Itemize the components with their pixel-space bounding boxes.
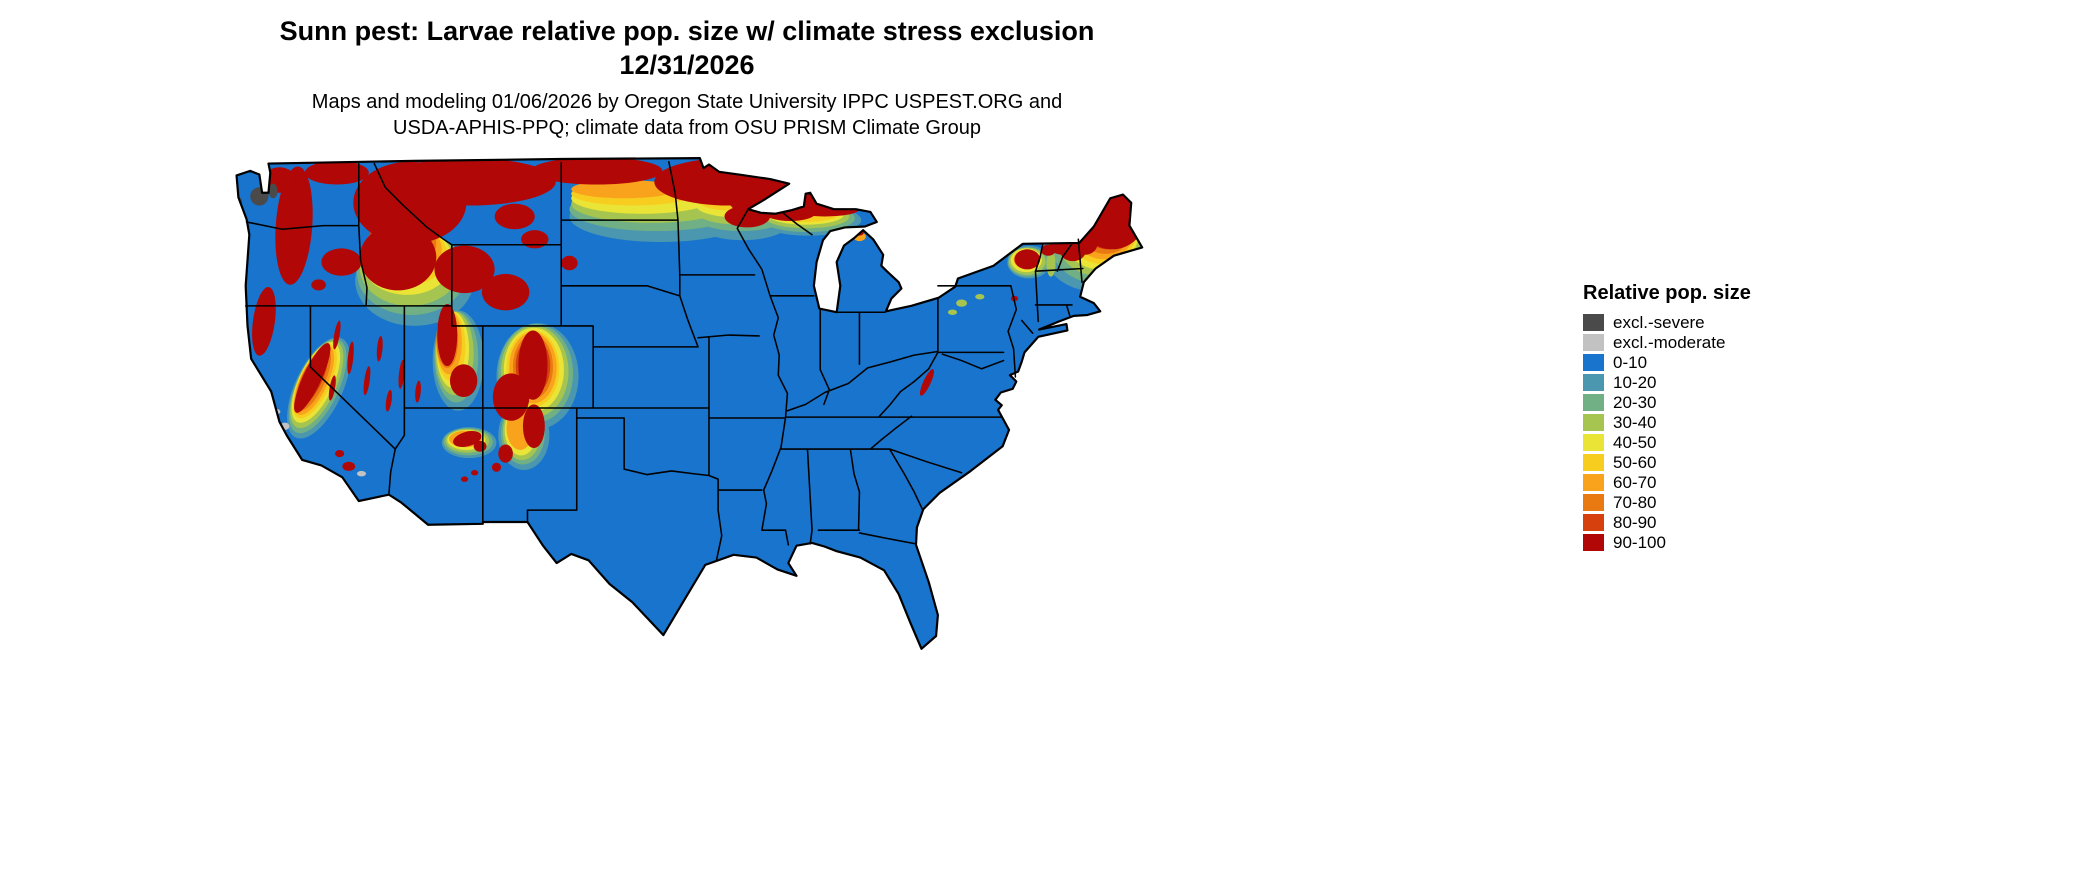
legend-label: 0-10 [1613,353,1648,372]
legend-label: 80-90 [1613,513,1657,532]
legend-label: 90-100 [1613,533,1666,552]
legend-row: 10-20 [1583,374,1843,391]
legend-row: 50-60 [1583,454,1843,471]
legend-row: 60-70 [1583,474,1843,491]
legend-row: excl.-severe [1583,314,1843,331]
legend-label: 30-40 [1613,413,1657,432]
legend-title: Relative pop. size [1583,282,1751,304]
legend-row: 20-30 [1583,394,1843,411]
legend-label: excl.-severe [1613,313,1705,332]
legend-swatch [1583,454,1604,471]
legend-label: 40-50 [1613,433,1657,452]
legend-swatch [1583,354,1604,371]
legend-label: 50-60 [1613,453,1657,472]
legend-swatch [1583,514,1604,531]
legend-row: 40-50 [1583,434,1843,451]
legend-row: excl.-moderate [1583,334,1843,351]
legend-swatch [1583,474,1604,491]
state-borders [244,160,1084,562]
map-container [232,152,1144,664]
legend-row: 90-100 [1583,534,1843,551]
legend-label: 60-70 [1613,473,1657,492]
legend-label: 10-20 [1613,373,1657,392]
legend-swatch [1583,394,1604,411]
legend-label: 20-30 [1613,393,1657,412]
legend-swatch [1583,414,1604,431]
legend-swatch [1583,334,1604,351]
map-legend: Relative pop. size excl.-severe excl.-mo… [1583,282,1843,554]
legend-row: 80-90 [1583,514,1843,531]
legend-swatch [1583,374,1604,391]
map-subtitle-line1: Maps and modeling 01/06/2026 by Oregon S… [311,91,1063,113]
legend-row: 0-10 [1583,354,1843,371]
legend-swatch [1583,434,1604,451]
legend-row: 70-80 [1583,494,1843,511]
us-outline [235,157,1144,650]
layer-90-100 [252,158,1143,482]
map-title-line2: 12/31/2026 [619,50,755,80]
map-title-line1: Sunn pest: Larvae relative pop. size w/ … [279,16,1095,46]
us-choropleth-map [235,157,1144,650]
legend-label: 70-80 [1613,493,1657,512]
legend-swatch [1583,534,1604,551]
legend-swatch [1583,314,1604,331]
map-subtitle-line2: USDA-APHIS-PPQ; climate data from OSU PR… [393,117,981,139]
legend-label: excl.-moderate [1613,333,1726,352]
legend-swatch [1583,494,1604,511]
legend-row: 30-40 [1583,414,1843,431]
